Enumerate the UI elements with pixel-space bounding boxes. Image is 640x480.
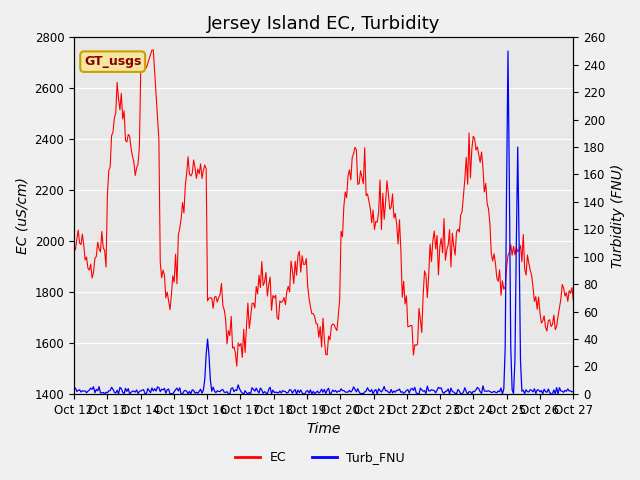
Turb_FNU	[545, 386, 552, 392]
EC	[239, 355, 246, 360]
Line: Turb_FNU: Turb_FNU	[74, 51, 573, 394]
Turb_FNU	[220, 389, 228, 395]
EC	[70, 247, 78, 253]
Turb_FNU	[100, 391, 108, 397]
Title: Jersey Island EC, Turbidity: Jersey Island EC, Turbidity	[207, 15, 440, 33]
EC	[247, 314, 255, 320]
Text: GT_usgs: GT_usgs	[84, 55, 141, 68]
Legend: EC, Turb_FNU: EC, Turb_FNU	[230, 446, 410, 469]
EC	[233, 363, 241, 369]
Y-axis label: EC (uS/cm): EC (uS/cm)	[15, 177, 29, 254]
EC	[131, 172, 139, 178]
Turb_FNU	[132, 387, 140, 393]
Line: EC: EC	[74, 50, 573, 366]
Turb_FNU	[504, 48, 512, 54]
EC	[291, 258, 299, 264]
Turb_FNU	[570, 388, 577, 394]
Turb_FNU	[245, 390, 253, 396]
EC	[220, 307, 228, 313]
Y-axis label: Turbidity (FNU): Turbidity (FNU)	[611, 164, 625, 268]
EC	[545, 317, 552, 323]
EC	[570, 298, 577, 304]
Turb_FNU	[290, 388, 298, 394]
X-axis label: Time: Time	[307, 422, 341, 436]
EC	[148, 47, 156, 53]
Turb_FNU	[70, 387, 78, 393]
Turb_FNU	[237, 389, 244, 395]
